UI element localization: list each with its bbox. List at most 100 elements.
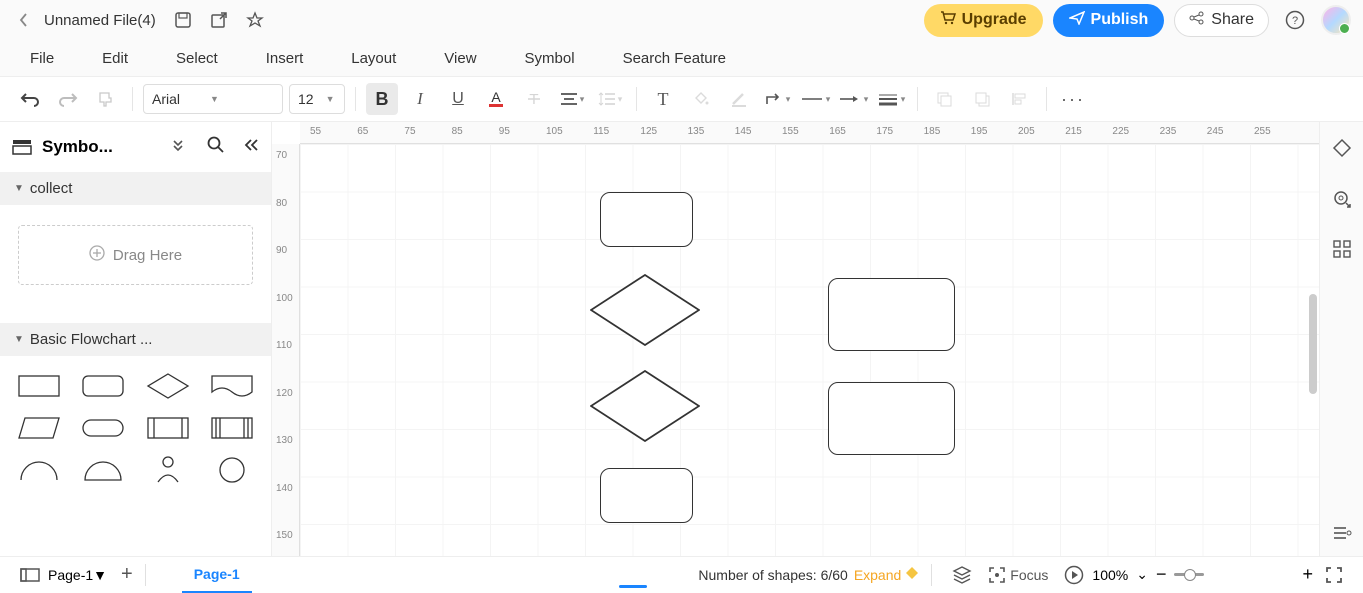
file-name[interactable]: Unnamed File(4) [44, 12, 156, 29]
collapse-panel-icon[interactable] [243, 138, 259, 157]
connector-style-button[interactable]: ▾ [761, 83, 793, 115]
align-shapes-button[interactable] [1004, 83, 1036, 115]
share-button[interactable]: Share [1174, 4, 1269, 37]
italic-button[interactable]: I [404, 83, 436, 115]
palette-shape-predefined[interactable] [141, 412, 195, 444]
canvas-shape[interactable] [590, 274, 700, 346]
palette-shape-parallelogram[interactable] [12, 412, 66, 444]
ruler-tick: 100 [276, 293, 293, 304]
section-flowchart[interactable]: ▼Basic Flowchart ... [0, 323, 271, 356]
fontsize-select[interactable]: 12▼ [289, 84, 345, 114]
page-tab[interactable]: Page-1 [182, 557, 252, 593]
present-button[interactable] [1064, 565, 1084, 585]
menu-layout[interactable]: Layout [351, 50, 396, 67]
theme-icon[interactable] [1332, 138, 1352, 163]
menu-insert[interactable]: Insert [266, 50, 304, 67]
svg-text:A: A [491, 89, 501, 105]
line-spacing-button[interactable]: ▾ [594, 83, 626, 115]
palette-shape-diamond[interactable] [141, 370, 195, 402]
menu-edit[interactable]: Edit [102, 50, 128, 67]
zoom-level[interactable]: 100% [1092, 567, 1128, 583]
canvas[interactable] [300, 144, 1319, 556]
user-avatar[interactable] [1321, 5, 1351, 35]
palette-shape-person[interactable] [141, 454, 195, 486]
expand-sections-icon[interactable] [171, 137, 185, 158]
share-label: Share [1211, 11, 1254, 29]
list-settings-icon[interactable] [1332, 525, 1352, 546]
vertical-scrollbar[interactable] [1309, 294, 1317, 394]
back-button[interactable] [12, 8, 36, 32]
ruler-tick: 90 [276, 245, 287, 256]
palette-shape-capsule[interactable] [76, 412, 130, 444]
outline-icon[interactable] [20, 568, 40, 582]
palette-shape-arc[interactable] [12, 454, 66, 486]
redo-button[interactable] [52, 83, 84, 115]
menu-view[interactable]: View [444, 50, 476, 67]
palette-shape-predefined2[interactable] [205, 412, 259, 444]
fill-button[interactable] [685, 83, 717, 115]
canvas-shape[interactable] [600, 192, 693, 247]
palette-shape-circle[interactable] [205, 454, 259, 486]
zoom-out-button[interactable]: − [1156, 564, 1167, 585]
star-icon[interactable] [246, 11, 264, 29]
underline-button[interactable]: U [442, 83, 474, 115]
zoom-slider[interactable] [1174, 573, 1204, 576]
zoom-in-button[interactable]: + [1302, 564, 1313, 585]
line-color-button[interactable] [723, 83, 755, 115]
ruler-tick: 175 [876, 126, 893, 137]
ruler-tick: 105 [546, 126, 563, 137]
ruler-tick: 115 [593, 126, 609, 137]
undo-button[interactable] [14, 83, 46, 115]
menu-file[interactable]: File [30, 50, 54, 67]
arrow-style-button[interactable]: ▾ [837, 83, 869, 115]
export-icon[interactable] [210, 11, 228, 29]
canvas-shape[interactable] [590, 370, 700, 442]
palette-shape-semicircle[interactable] [76, 454, 130, 486]
palette-shape-rect[interactable] [12, 370, 66, 402]
menu-select[interactable]: Select [176, 50, 218, 67]
more-button[interactable]: ··· [1057, 83, 1089, 115]
add-page-button[interactable]: + [121, 563, 133, 586]
focus-label: Focus [1010, 567, 1048, 583]
search-icon[interactable] [207, 136, 225, 159]
format-painter-button[interactable] [90, 83, 122, 115]
strike-button[interactable]: T [518, 83, 550, 115]
horizontal-ruler: 5565758595105115125135145155165175185195… [300, 122, 1319, 144]
bring-front-button[interactable] [966, 83, 998, 115]
collapse-icon: ▼ [14, 334, 24, 345]
ruler-tick: 215 [1065, 126, 1082, 137]
layers-icon[interactable] [952, 566, 972, 584]
shape-palette [0, 356, 271, 500]
menu-search-feature[interactable]: Search Feature [623, 50, 726, 67]
text-tool-button[interactable]: T [647, 83, 679, 115]
font-color-button[interactable]: A [480, 83, 512, 115]
ruler-tick: 235 [1160, 126, 1177, 137]
ruler-tick: 120 [276, 388, 293, 399]
font-select[interactable]: Arial▼ [143, 84, 283, 114]
upgrade-button[interactable]: Upgrade [924, 4, 1043, 37]
palette-shape-rrect[interactable] [76, 370, 130, 402]
save-icon[interactable] [174, 11, 192, 29]
page-selector[interactable]: Page-1▼ [48, 567, 107, 583]
bold-button[interactable]: B [366, 83, 398, 115]
publish-button[interactable]: Publish [1053, 4, 1165, 37]
help-button[interactable]: ? [1281, 6, 1309, 34]
line-style-button[interactable]: ▾ [799, 83, 831, 115]
align-button[interactable]: ▾ [556, 83, 588, 115]
section-collect[interactable]: ▼collect [0, 172, 271, 205]
canvas-shape[interactable] [828, 382, 955, 455]
chevron-down-icon: ▾ [580, 94, 585, 105]
menu-symbol[interactable]: Symbol [525, 50, 575, 67]
focus-button[interactable]: Focus [988, 566, 1048, 584]
chevron-down-icon: ▾ [618, 94, 623, 105]
grid-icon[interactable] [1333, 240, 1351, 263]
canvas-shape[interactable] [828, 278, 955, 351]
fullscreen-button[interactable] [1325, 566, 1343, 584]
settings-export-icon[interactable] [1332, 189, 1352, 214]
line-weight-button[interactable]: ▾ [875, 83, 907, 115]
palette-shape-document[interactable] [205, 370, 259, 402]
drag-here-zone[interactable]: Drag Here [18, 225, 253, 285]
canvas-shape[interactable] [600, 468, 693, 523]
expand-link[interactable]: Expand [854, 567, 901, 583]
send-back-button[interactable] [928, 83, 960, 115]
